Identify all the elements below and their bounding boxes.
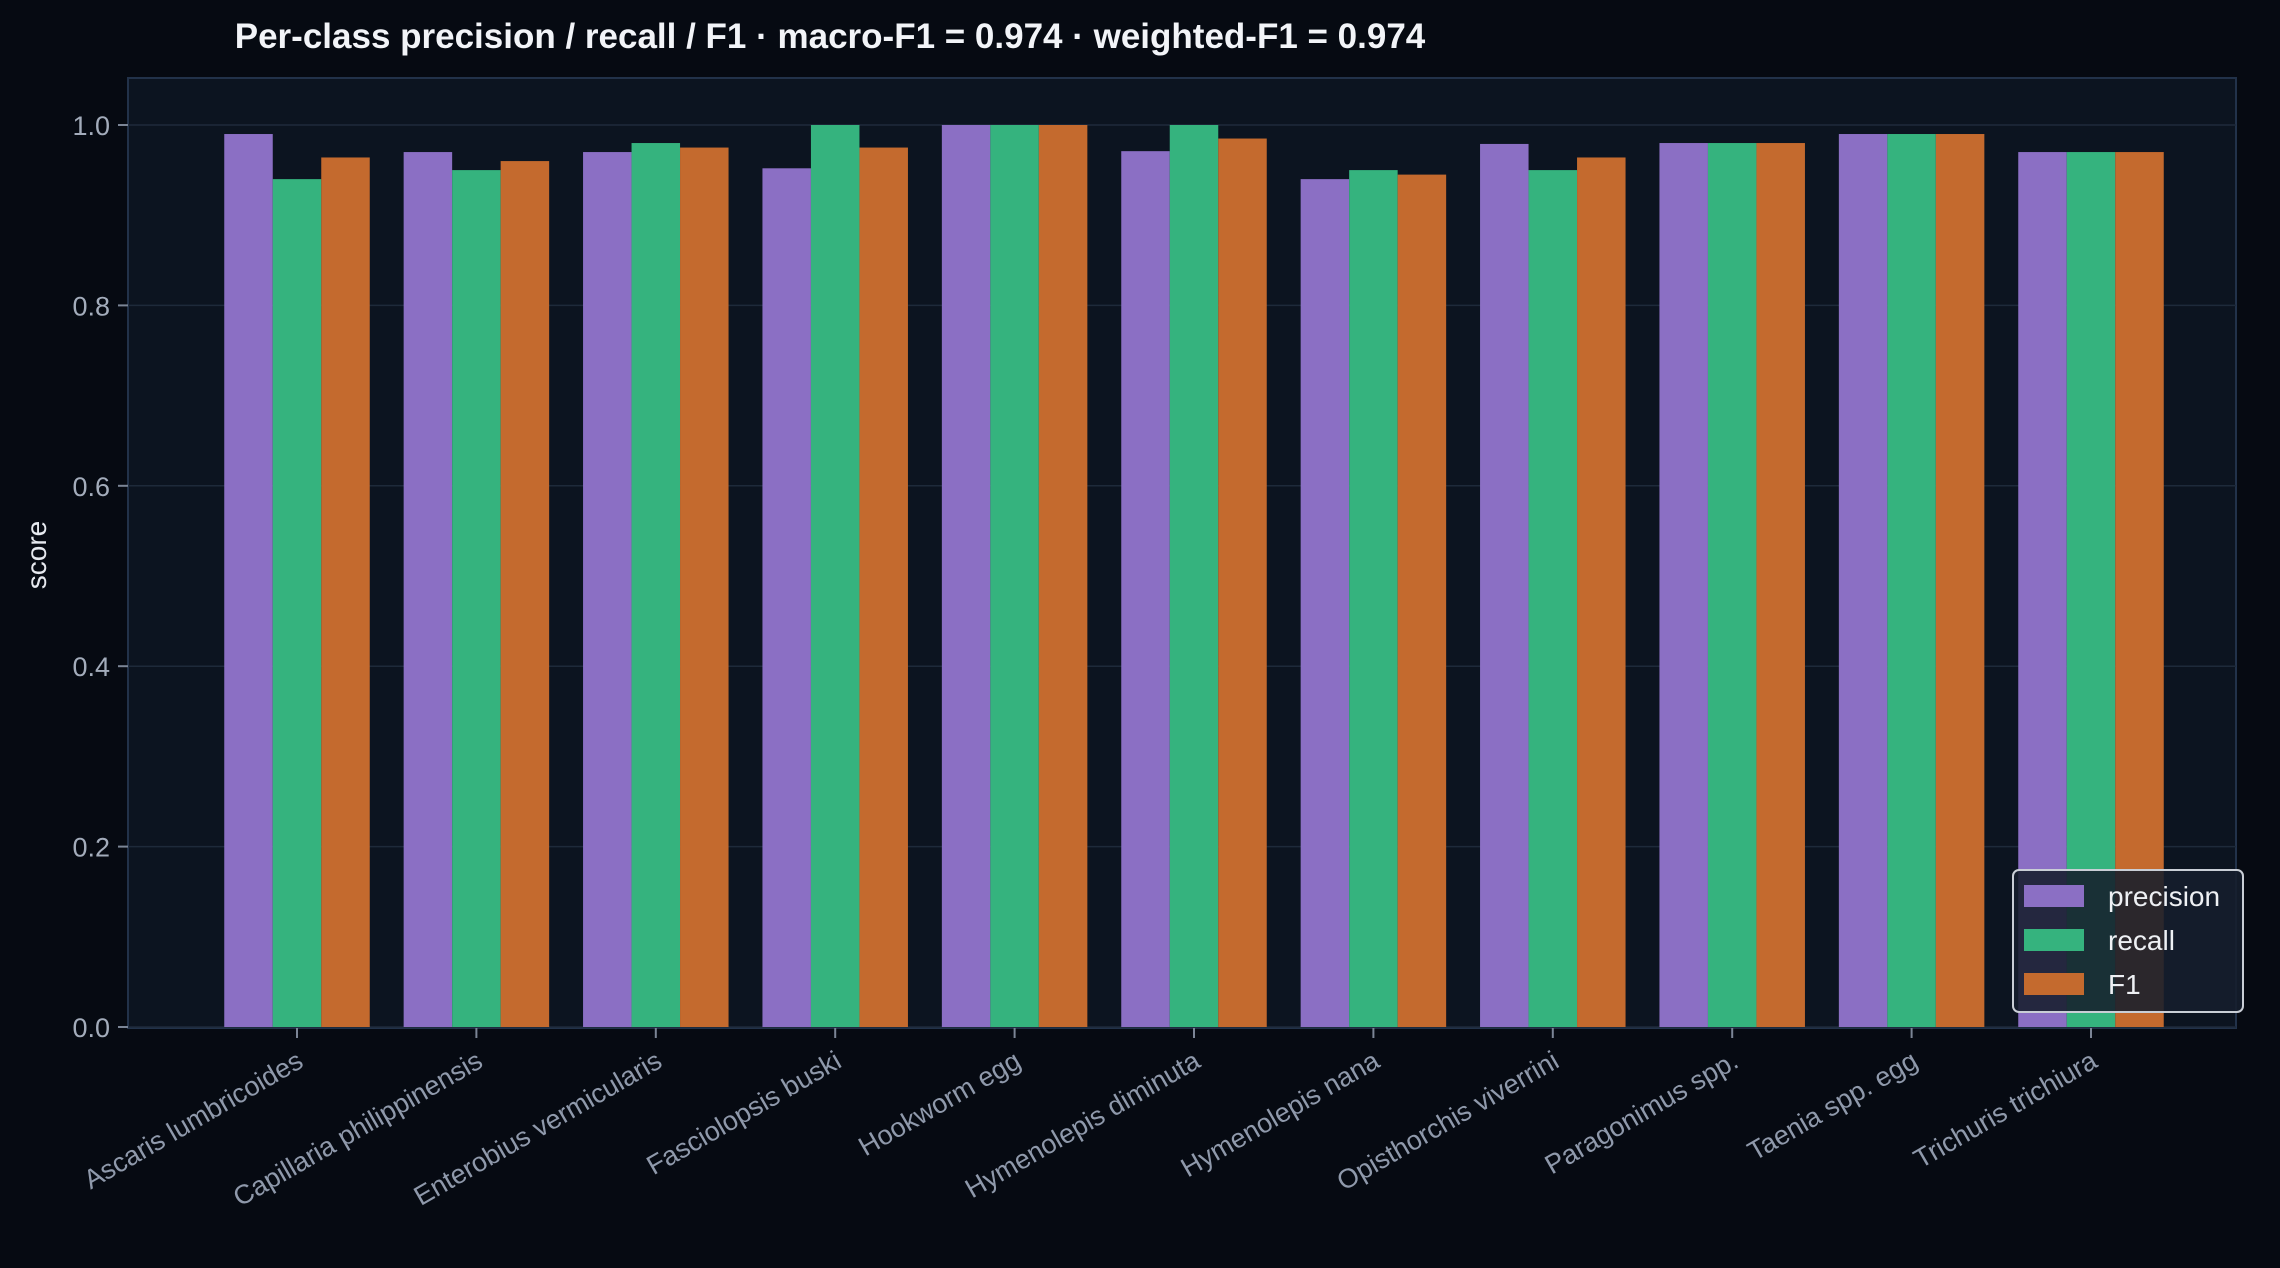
bar-precision (403, 152, 453, 1027)
x-tick-label: Hookworm egg (853, 1045, 1025, 1162)
bar-f1 (859, 147, 908, 1028)
bar-f1 (321, 157, 370, 1028)
bar-precision (224, 134, 273, 1027)
y-tick-label: 0.2 (72, 833, 110, 863)
x-tick-label: Trichuris trichiura (1909, 1045, 2103, 1174)
x-tick-label: Paragonimus spp. (1540, 1045, 1743, 1180)
bar-recall (631, 143, 681, 1028)
bar-recall (452, 170, 501, 1028)
legend: precision recall F1 (2012, 869, 2244, 1013)
bar-recall (1707, 143, 1757, 1028)
y-tick-label: 0.4 (72, 652, 110, 682)
bar-precision (1480, 143, 1529, 1027)
bar-recall (1887, 134, 1936, 1027)
bars-group (224, 125, 2164, 1028)
bar-recall (272, 179, 322, 1027)
bar-f1 (680, 147, 729, 1028)
bar-f1 (500, 161, 550, 1027)
bar-f1 (1218, 138, 1267, 1027)
bar-precision (583, 152, 632, 1027)
bar-f1 (1038, 125, 1088, 1027)
y-tick-label: 1.0 (72, 111, 110, 141)
bar-precision (1121, 151, 1170, 1027)
x-tick-label: Fasciolopsis buski (641, 1045, 846, 1181)
x-tick-label: Taenia spp. egg (1742, 1045, 1922, 1166)
legend-label: precision (2108, 881, 2220, 912)
bar-recall (990, 125, 1039, 1027)
chart-title: Per-class precision / recall / F1 · macr… (235, 17, 1426, 56)
legend-swatch (2024, 929, 2084, 951)
y-tick-label: 0.0 (72, 1013, 110, 1043)
bar-f1 (1577, 157, 1626, 1028)
bar-precision (1659, 143, 1708, 1028)
bar-precision (1838, 134, 1888, 1027)
y-tick-label: 0.6 (72, 472, 110, 502)
legend-swatch (2024, 885, 2084, 907)
legend-label: F1 (2108, 969, 2141, 1000)
bar-recall (1169, 125, 1219, 1027)
bar-f1 (1935, 134, 1985, 1027)
y-tick-label: 0.8 (72, 291, 110, 321)
bar-recall (1349, 170, 1398, 1028)
bar-precision (762, 168, 811, 1027)
bar-precision (941, 125, 991, 1027)
bar-precision (1300, 179, 1350, 1027)
bar-recall (810, 125, 860, 1027)
legend-label: recall (2108, 925, 2175, 956)
bar-f1 (1756, 143, 1805, 1028)
y-axis: 0.0 0.2 0.4 0.6 0.8 1.0 (72, 111, 128, 1043)
legend-swatch (2024, 973, 2084, 995)
bar-recall (1528, 170, 1578, 1028)
y-axis-label: score (21, 521, 52, 589)
bar-f1 (1397, 174, 1447, 1028)
